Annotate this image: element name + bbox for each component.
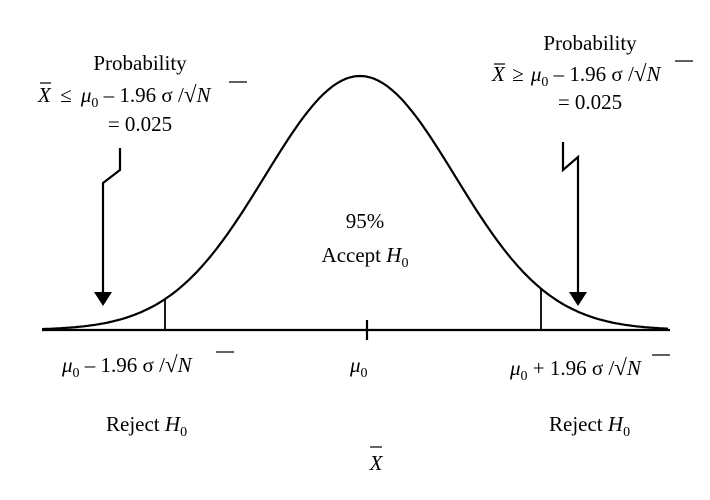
left-probability-condition: X ≤ μ0 – 1.96 σ /√N <box>37 81 247 111</box>
normal-curve <box>41 74 669 331</box>
svg-text:X ≤ μ0 – 1.96 σ /√: X ≤ μ0 – 1.96 σ /√N <box>37 82 211 111</box>
reject-left-label: Reject H0 <box>106 412 187 440</box>
right-probability-value: = 0.025 <box>558 90 622 114</box>
center-percent-label: 95% <box>346 209 385 233</box>
x-axis-symbol: X <box>369 451 384 475</box>
right-probability-condition: X ≥ μ0 – 1.96 σ /√N <box>491 60 693 90</box>
axis-label-mean: μ0 <box>349 353 368 381</box>
right-probability-label: Probability <box>543 31 637 55</box>
axis-label-upper-critical: μ0 + 1.96 σ /√N <box>509 355 642 384</box>
arrow-right-tail <box>561 142 587 306</box>
left-probability-label: Probability <box>93 51 187 75</box>
axis-label-lower-critical: μ0 – 1.96 σ /√N <box>61 352 193 381</box>
reject-right-label: Reject H0 <box>549 412 630 440</box>
arrow-left-tail <box>94 148 122 306</box>
svg-text:X ≥ μ0 – 1.96 σ /√: X ≥ μ0 – 1.96 σ /√N <box>491 61 661 90</box>
left-probability-value: = 0.025 <box>108 112 172 136</box>
center-accept-label: Accept H0 <box>322 243 409 271</box>
